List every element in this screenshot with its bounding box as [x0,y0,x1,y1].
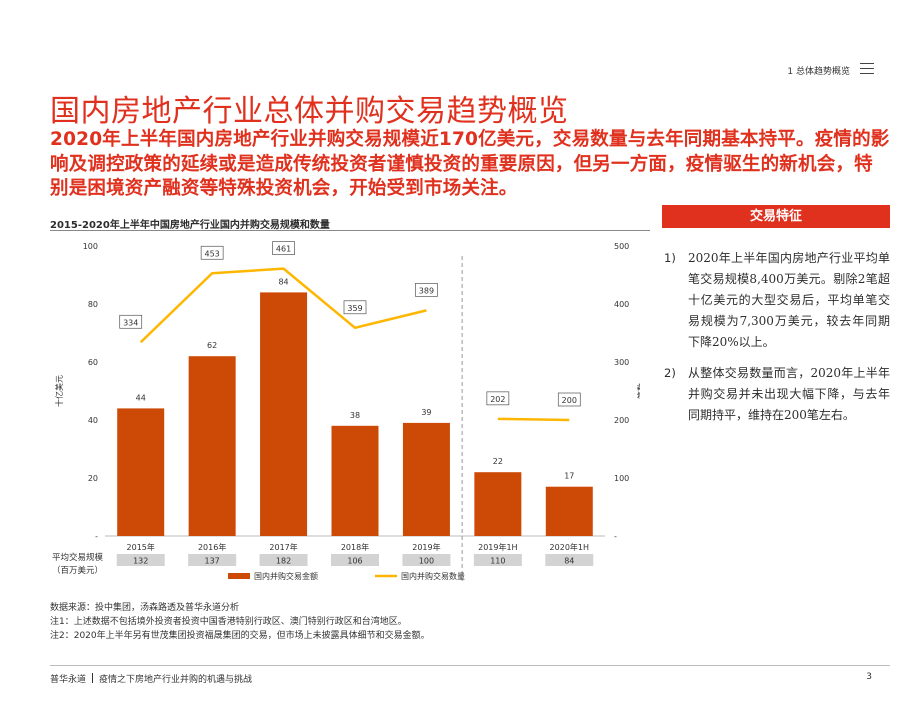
category-label: 2019年1H [478,542,517,552]
hamburger-icon[interactable] [860,63,874,74]
legend-line-label: 国内并购交易数量 [401,571,465,581]
category-label: 2020年1H [550,542,589,552]
combo-chart: - 20 40 60 80 100 - 100 200 300 400 500 十亿美元 笔数 44 62 84… [52,241,640,581]
note-text: 从整体交易数量而言，2020年上半年并购交易并未出现大幅下降，与去年同期持平，维… [688,366,890,422]
footnote-1: 注1：上述数据不包括境外投资者投资中国香港特别行政区、澳门特别行政区和台湾地区。 [50,617,407,627]
bar-value-label: 17 [564,472,574,481]
note-text: 2020年上半年国内房地产行业平均单笔交易规模8,400万美元。剔除2笔超十亿美… [688,251,890,349]
avg-value-cell [473,554,522,566]
bar [331,425,379,536]
avg-value-cell [331,554,379,566]
line-value-box [557,392,581,407]
line-series [497,417,570,422]
line-value-label: 453 [205,249,220,258]
category-label: 2017年 [269,542,297,552]
footnotes: 数据来源：投中集团，汤森路透及普华永道分析 注1：上述数据不包括境外投资者投资中… [50,601,430,643]
page-number: 3 [866,672,872,682]
note-number: 1) [664,251,676,265]
avg-value-label: 110 [490,557,505,566]
line-value-label: 334 [123,318,138,327]
y-tick-label: 100 [83,242,98,251]
page-subtitle: 2020年上半年国内房地产行业并购交易规模近170亿美元，交易数量与去年同期基本… [50,129,890,199]
bar-value-label: 38 [350,411,360,420]
line-value-label: 202 [490,395,505,404]
panel-notes: 1) 2020年上半年国内房地产行业平均单笔交易规模8,400万美元。剔除2笔超十… [664,248,890,436]
bar [260,292,308,536]
line-value-box [415,283,438,297]
line-value-label: 200 [562,396,577,405]
avg-value-cell [188,554,237,566]
chart-heading: 2015-2020年上半年中国房地产行业国内并购交易规模和数量 [50,220,330,231]
panel-header: 交易特征 [662,205,890,228]
avg-row-label: 平均交易规模 [52,552,104,563]
y-tick-label: 20 [88,474,98,483]
line-value-box [343,300,367,315]
y2-tick-label: 300 [614,358,629,367]
bar-value-label: 84 [278,277,288,286]
bar-value-label: 39 [421,408,431,417]
avg-value-label: 132 [133,557,148,566]
line-value-box [486,391,510,406]
line-value-box [200,245,224,260]
avg-value-cell [545,554,594,566]
note-item: 1) 2020年上半年国内房地产行业平均单笔交易规模8,400万美元。剔除2笔超十… [664,248,890,353]
footer-divider [50,665,890,666]
bar [474,472,522,536]
line-value-label: 359 [347,304,362,313]
y2-tick-label: 100 [614,474,629,483]
y2-axis-label: 笔数 [636,383,640,399]
footnote-2: 注2：2020年上半年另有世茂集团投资福晟集团的交易，但市场上未披露具体细节和交… [50,631,430,641]
category-label: 2016年 [198,542,226,552]
y-tick-label: 80 [88,300,98,309]
bar-value-label: 62 [207,341,217,350]
note-item: 2) 从整体交易数量而言，2020年上半年并购交易并未出现大幅下降，与去年同期持平… [664,363,890,426]
y2-tick-label: - [614,532,617,541]
footnote-source: 数据来源：投中集团，汤森路透及普华永道分析 [50,603,240,613]
note-number: 2) [664,366,676,380]
avg-row-unit: （百万美元） [52,565,103,576]
bar-value-label: 44 [136,393,146,402]
y2-tick-label: 500 [614,242,629,251]
page-title: 国内房地产行业总体并购交易趋势概览 [50,94,569,129]
y-tick-label: 40 [88,416,98,425]
line-series [139,267,427,344]
y-tick-label: 60 [88,358,98,367]
avg-value-cell [402,554,451,566]
avg-value-cell [116,554,165,566]
avg-value-cell [259,554,308,566]
avg-value-label: 100 [419,557,434,566]
footer-brand: 普华永道 [50,675,87,685]
line-value-label: 461 [276,245,291,254]
legend-bar-label: 国内并购交易金额 [254,571,318,581]
footer-left: 普华永道 疫情之下房地产行业并购的机遇与挑战 [50,672,252,685]
avg-value-label: 84 [564,557,574,566]
y-tick-label: - [95,532,98,541]
footer-doc-title: 疫情之下房地产行业并购的机遇与挑战 [99,675,253,685]
category-label: 2018年 [341,542,369,552]
legend-bar-swatch [228,573,250,579]
category-label: 2019年 [412,542,440,552]
category-label: 2015年 [127,542,155,552]
avg-value-label: 106 [347,557,362,566]
y2-tick-label: 200 [614,416,629,425]
avg-value-label: 137 [205,557,220,566]
y2-tick-label: 400 [614,300,629,309]
bar [188,356,236,536]
y-axis-label: 十亿美元 [54,375,64,407]
bar [402,422,450,536]
line-value-box [119,314,143,329]
bar-value-label: 22 [493,457,503,466]
avg-value-label: 182 [276,557,291,566]
bar [545,486,593,536]
chart-heading-divider [50,230,650,231]
bar [117,408,165,536]
line-value-label: 389 [419,286,434,295]
line-value-box [272,241,295,255]
section-label: 1 总体趋势概览 [787,67,850,77]
